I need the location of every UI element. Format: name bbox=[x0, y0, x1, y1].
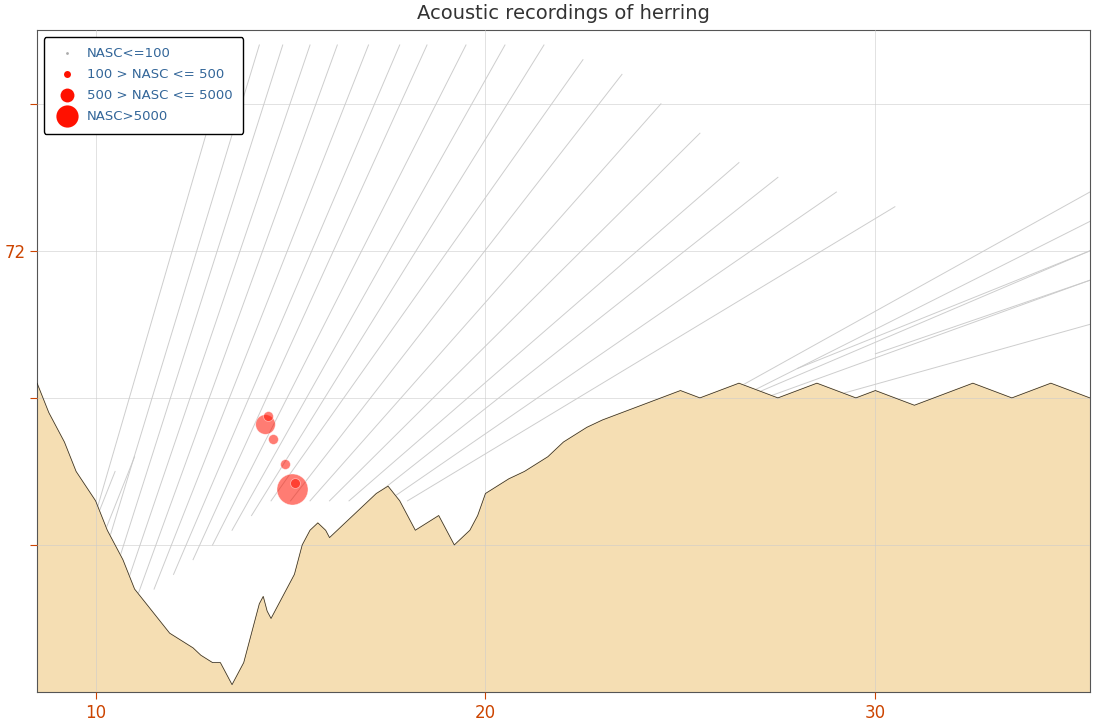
Polygon shape bbox=[37, 383, 1090, 692]
Legend: NASC<=100, 100 > NASC <= 500, 500 > NASC <= 5000, NASC>5000: NASC<=100, 100 > NASC <= 500, 500 > NASC… bbox=[44, 37, 244, 134]
Point bbox=[256, 419, 274, 431]
Point bbox=[265, 433, 282, 445]
Point bbox=[259, 409, 277, 421]
Point bbox=[287, 478, 304, 489]
Title: Acoustic recordings of herring: Acoustic recordings of herring bbox=[417, 4, 710, 23]
Point bbox=[276, 458, 293, 470]
Point bbox=[283, 484, 301, 495]
